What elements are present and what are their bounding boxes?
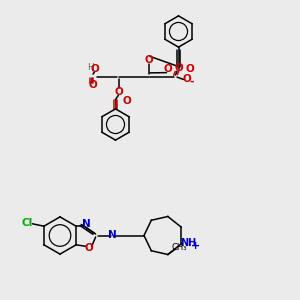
Text: -: - [190,77,194,87]
Text: O: O [122,96,131,106]
Text: O: O [144,55,153,65]
Text: +: + [190,242,200,251]
Text: O: O [90,64,99,74]
Text: N: N [82,219,91,229]
Text: O: O [84,243,93,253]
Text: N: N [108,230,116,241]
Text: O: O [185,64,194,74]
Text: O: O [88,80,98,91]
Text: NH: NH [180,238,196,248]
Text: Cl: Cl [22,218,33,228]
Text: O: O [114,86,123,97]
Text: O: O [174,63,183,73]
Text: H: H [87,63,93,72]
Text: O: O [182,74,191,85]
Text: O: O [164,64,172,74]
Text: CH₃: CH₃ [171,243,187,252]
